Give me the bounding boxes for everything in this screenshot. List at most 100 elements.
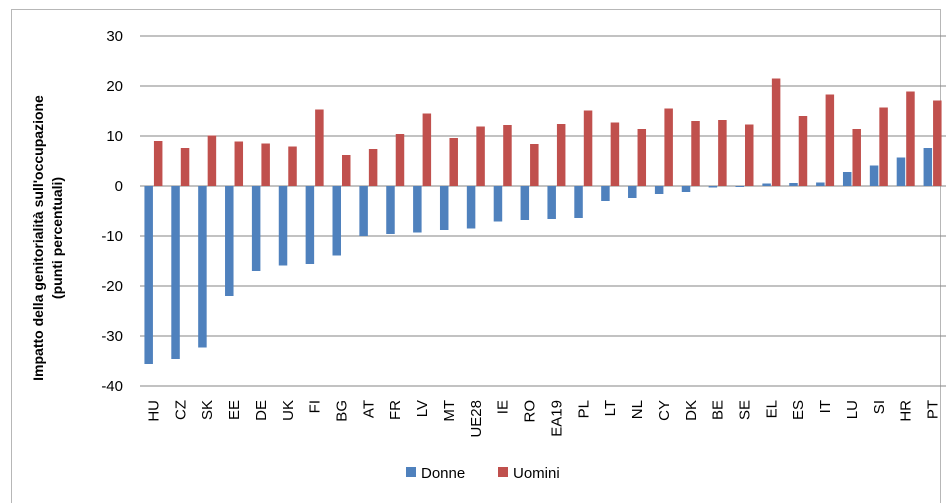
bar-uomini-el bbox=[771, 78, 781, 186]
x-tick-label: FR bbox=[387, 400, 404, 420]
bar-donne-hr bbox=[896, 157, 906, 186]
x-tick-label: FI bbox=[307, 400, 324, 413]
x-tick-label: EL bbox=[763, 400, 780, 418]
x-tick-label: HR bbox=[898, 400, 915, 422]
y-tick-label: 30 bbox=[106, 28, 123, 45]
legend-swatch-uomini bbox=[498, 467, 508, 477]
bar-uomini-nl bbox=[637, 129, 647, 186]
bar-uomini-dk bbox=[691, 121, 700, 186]
bar-uomini-mt bbox=[449, 138, 458, 186]
chart-frame bbox=[11, 9, 941, 503]
x-tick-label: EE bbox=[226, 400, 243, 420]
legend-swatch-donne bbox=[406, 467, 416, 477]
x-tick-label: DK bbox=[683, 400, 700, 421]
bar-donne-fr bbox=[386, 186, 395, 234]
y-axis-ticks: 30 20 10 0 -10 -20 -30 -40 bbox=[101, 28, 123, 395]
x-tick-label: DE bbox=[253, 400, 270, 421]
y-axis-title-line2: (punti percentuali) bbox=[49, 177, 65, 299]
bar-uomini-ee bbox=[234, 141, 244, 186]
x-axis-ticks: HU CZ SK EE DE UK FI BG AT FR LV MT UE28 IE RO EA19 PL LT… bbox=[145, 400, 941, 438]
bar-donne-lu bbox=[842, 172, 852, 186]
bar-uomini-es bbox=[798, 116, 808, 186]
bar-uomini-at bbox=[368, 149, 378, 186]
bar-donne-pl bbox=[574, 186, 583, 218]
y-tick-label: -20 bbox=[101, 278, 123, 295]
bar-uomini-fr bbox=[395, 134, 405, 186]
bar-donne-pt bbox=[923, 148, 933, 186]
bar-uomini-hu bbox=[153, 141, 163, 186]
bar-donne-it bbox=[816, 182, 825, 186]
x-tick-label: LT bbox=[602, 400, 619, 416]
x-tick-label: AT bbox=[360, 400, 377, 418]
x-tick-label: NL bbox=[629, 400, 646, 419]
bar-donne-ue28 bbox=[466, 186, 476, 229]
bar-donne-lt bbox=[601, 186, 610, 201]
legend-label-donne: Donne bbox=[421, 465, 465, 482]
bar-donne-mt bbox=[439, 186, 449, 230]
y-axis-title-line1: Impatto della genitorialità sull'occupaz… bbox=[30, 95, 46, 381]
bars bbox=[144, 78, 942, 364]
bar-donne-sk bbox=[198, 186, 207, 348]
bar-uomini-cz bbox=[180, 148, 190, 186]
bar-donne-ie bbox=[493, 186, 503, 222]
bar-donne-dk bbox=[681, 186, 691, 192]
bar-uomini-bg bbox=[342, 155, 351, 186]
y-tick-label: -30 bbox=[101, 328, 123, 345]
y-tick-label: 20 bbox=[106, 78, 123, 95]
x-tick-label: EA19 bbox=[548, 400, 565, 437]
x-tick-label: HU bbox=[145, 400, 162, 422]
bar-uomini-ro bbox=[530, 144, 539, 186]
bar-donne-es bbox=[789, 183, 798, 186]
x-tick-label: UK bbox=[280, 400, 297, 421]
bar-uomini-sk bbox=[207, 135, 217, 186]
bar-uomini-uk bbox=[288, 146, 297, 186]
bar-uomini-ue28 bbox=[476, 126, 485, 186]
x-tick-label: SI bbox=[871, 400, 888, 414]
bar-donne-at bbox=[359, 186, 368, 236]
y-tick-label: -40 bbox=[101, 378, 123, 395]
bar-donne-ro bbox=[520, 186, 530, 220]
bar-uomini-it bbox=[825, 94, 835, 186]
bar-uomini-lv bbox=[422, 113, 432, 186]
bar-uomini-be bbox=[718, 120, 727, 186]
bar-donne-ee bbox=[225, 186, 234, 296]
bar-donne-cz bbox=[171, 186, 180, 359]
legend-label-uomini: Uomini bbox=[513, 465, 560, 482]
bar-donne-el bbox=[762, 183, 771, 186]
x-tick-label: SE bbox=[737, 400, 754, 420]
bar-donne-nl bbox=[628, 186, 637, 198]
x-tick-label: PL bbox=[575, 400, 592, 418]
x-tick-label: CZ bbox=[172, 400, 189, 420]
x-tick-label: IE bbox=[495, 400, 512, 414]
x-tick-label: IT bbox=[817, 400, 834, 413]
x-tick-label: LU bbox=[844, 400, 861, 419]
bar-uomini-ea19 bbox=[556, 124, 566, 186]
y-tick-label: 10 bbox=[106, 128, 123, 145]
x-tick-label: RO bbox=[522, 400, 539, 423]
bar-uomini-se bbox=[745, 124, 754, 186]
bar-uomini-cy bbox=[664, 108, 673, 186]
x-tick-label: PT bbox=[925, 400, 942, 419]
x-tick-label: BG bbox=[334, 400, 351, 422]
bar-uomini-pl bbox=[583, 110, 593, 186]
bar-donne-fi bbox=[305, 186, 315, 264]
bar-donne-si bbox=[869, 165, 879, 186]
bar-uomini-de bbox=[261, 143, 270, 186]
x-tick-label: BE bbox=[710, 400, 727, 420]
y-tick-label: 0 bbox=[115, 178, 123, 195]
x-tick-label: MT bbox=[441, 400, 458, 422]
bar-uomini-hr bbox=[906, 91, 915, 186]
bar-donne-de bbox=[251, 186, 261, 271]
bar-uomini-lu bbox=[852, 129, 861, 186]
bar-uomini-si bbox=[879, 107, 888, 186]
bar-donne-ea19 bbox=[547, 186, 556, 219]
bar-donne-lv bbox=[413, 186, 422, 233]
bar-donne-cy bbox=[654, 186, 664, 194]
bar-donne-bg bbox=[332, 186, 341, 256]
x-tick-label: LV bbox=[414, 400, 431, 417]
x-tick-label: UE28 bbox=[468, 400, 485, 438]
bar-uomini-pt bbox=[933, 100, 942, 186]
legend: Donne Uomini bbox=[406, 465, 560, 482]
bar-donne-be bbox=[708, 186, 718, 188]
